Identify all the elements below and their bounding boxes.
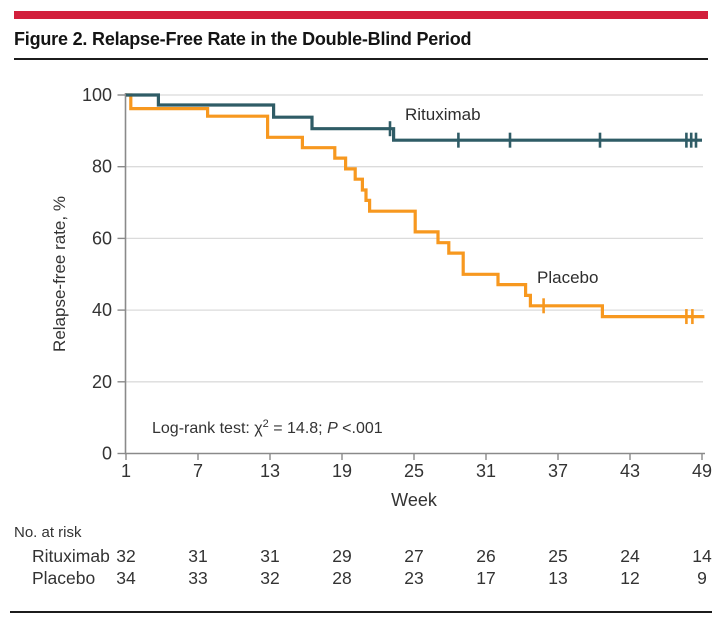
risk-row-label-placebo: Placebo [32,568,96,588]
risk-count-rituximab-week7: 31 [188,546,208,566]
risk-count-placebo-week49: 9 [697,568,707,588]
risk-count-placebo-week31: 17 [476,568,496,588]
series-label-rituximab: Rituximab [405,105,481,124]
y-tick-label-80: 80 [92,157,112,177]
risk-count-rituximab-week43: 24 [620,546,640,566]
risk-count-placebo-week43: 12 [620,568,640,588]
risk-count-rituximab-week13: 31 [260,546,280,566]
risk-count-placebo-week25: 23 [404,568,424,588]
x-tick-label-13: 13 [260,461,280,481]
y-axis-title: Relapse-free rate, % [50,196,69,352]
risk-count-placebo-week13: 32 [260,568,280,588]
x-tick-label-1: 1 [121,461,131,481]
figure-title: Figure 2. Relapse-Free Rate in the Doubl… [14,29,472,49]
x-tick-label-37: 37 [548,461,568,481]
risk-count-placebo-week1: 34 [116,568,136,588]
y-tick-label-100: 100 [82,85,112,105]
y-tick-label-40: 40 [92,300,112,320]
y-tick-label-60: 60 [92,228,112,248]
risk-count-placebo-week19: 28 [332,568,352,588]
km-chart-canvas: 0 20 40 60 80 100 1 7 13 19 25 31 37 43 49 [82,85,712,481]
risk-count-rituximab-week31: 26 [476,546,496,566]
risk-count-rituximab-week1: 32 [116,546,136,566]
annotation-equals: = 14.8; [268,420,328,437]
x-tick-label-25: 25 [404,461,424,481]
risk-count-rituximab-week19: 29 [332,546,352,566]
annotation-prefix: Log-rank test: χ [152,420,263,437]
risk-count-placebo-week37: 13 [548,568,568,588]
y-tick-label-20: 20 [92,372,112,392]
annotation-p-label: P [327,420,338,437]
x-axis-title: Week [391,490,437,510]
series-curve-placebo [126,93,705,319]
x-tick-label-43: 43 [620,461,640,481]
x-tick-label-31: 31 [476,461,496,481]
annotation-superscript: 2 [262,418,269,430]
figure-bottom-rule [10,611,712,613]
risk-table-header: No. at risk [14,524,82,541]
risk-count-rituximab-week37: 25 [548,546,568,566]
risk-count-rituximab-week25: 27 [404,546,424,566]
y-tick-label-0: 0 [102,444,112,464]
x-tick-label-49: 49 [692,461,712,481]
risk-count-placebo-week7: 33 [188,568,208,588]
risk-row-label-rituximab: Rituximab [32,546,110,566]
logrank-annotation: Log-rank test: χ2 = 14.8; P <.001 [152,418,383,438]
x-tick-label-7: 7 [193,461,203,481]
x-tick-label-19: 19 [332,461,352,481]
series-label-placebo: Placebo [537,268,599,287]
annotation-p-value: <.001 [337,420,383,437]
title-divider [14,58,708,60]
figure-accent-bar [14,11,708,19]
series-curve-rituximab [126,93,702,142]
risk-count-rituximab-week49: 14 [692,546,712,566]
